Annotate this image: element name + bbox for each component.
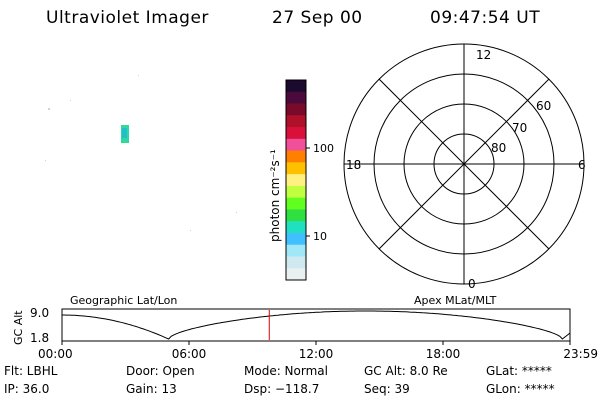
instrument-title: Ultraviolet Imager <box>46 8 209 28</box>
seq-info: Seq: 39 <box>364 382 410 396</box>
colorbar-segment <box>286 115 306 128</box>
aurora-patch-core <box>122 128 127 138</box>
colorbar-segment <box>286 162 306 175</box>
speck <box>236 212 237 213</box>
mode-info: Mode: Normal <box>244 364 328 378</box>
colorbar-segment <box>286 221 306 234</box>
colorbar-segment <box>286 80 306 93</box>
timeline-tick-label: 00:00 <box>38 347 73 361</box>
door-info: Door: Open <box>126 364 195 378</box>
lat-60-label: 60 <box>536 99 551 113</box>
lat-80-label: 80 <box>491 141 506 155</box>
gc-alt-low: 1.8 <box>30 331 49 345</box>
mlt-12-label: 12 <box>476 48 491 62</box>
gain-info: Gain: 13 <box>126 382 177 396</box>
gc-alt-high: 9.0 <box>30 306 49 320</box>
colorbar-segment <box>286 244 306 257</box>
speck <box>70 100 71 101</box>
mlt-0-label: 0 <box>468 277 476 291</box>
glat-info: GLat: ***** <box>486 364 552 378</box>
colorbar-frame <box>285 79 307 281</box>
filter-info: Flt: LBHL <box>4 364 58 378</box>
colorbar-segment <box>286 91 306 105</box>
colorbar-segment <box>286 127 306 140</box>
glon-info: GLon: ***** <box>486 382 555 396</box>
timeline-ticks: 00:00 06:00 12:00 18:00 23:59 <box>38 341 598 361</box>
geo-label: Geographic Lat/Lon <box>70 294 177 307</box>
timeline-tick-label: 06:00 <box>172 347 207 361</box>
colorbar-segment <box>286 197 306 210</box>
colorbar-tick-10: 10 <box>313 230 327 243</box>
gc-alt-axis-label: GC Alt <box>12 310 25 345</box>
colorbar-segment <box>286 103 306 116</box>
dsp-info: Dsp: −118.7 <box>244 382 320 396</box>
colorbar-segment <box>286 209 306 222</box>
timeline-tick-label: 12:00 <box>299 347 334 361</box>
polar-grid <box>343 43 585 285</box>
polar-diagonal <box>378 78 550 250</box>
ip-info: IP: 36.0 <box>4 382 50 396</box>
gc-alt-info: GC Alt: 8.0 Re <box>364 364 448 378</box>
altitude-curve <box>62 310 571 340</box>
lat-70-label: 70 <box>512 121 527 135</box>
speck <box>138 75 139 76</box>
colorbar-segment <box>286 268 306 281</box>
colorbar-segment <box>286 138 306 152</box>
colorbar <box>285 79 307 281</box>
colorbar-segment <box>286 185 306 199</box>
speck <box>48 108 50 110</box>
speck <box>190 230 191 231</box>
uv-image <box>45 75 237 231</box>
colorbar-segment <box>286 174 306 187</box>
timeline-tick-label: 23:59 <box>563 347 598 361</box>
colorbar-segment <box>286 232 306 246</box>
apex-label: Apex MLat/MLT <box>414 294 497 307</box>
mlt-18-label: 18 <box>346 158 361 172</box>
speck <box>45 160 46 161</box>
colorbar-tick-100: 100 <box>313 142 334 155</box>
colorbar-label: photon cm⁻²s⁻¹ <box>268 149 282 242</box>
timeline-tick-label: 18:00 <box>426 347 461 361</box>
mlt-6-label: 6 <box>578 158 586 172</box>
date-label: 27 Sep 00 <box>272 8 363 28</box>
colorbar-segment <box>286 150 306 163</box>
timeline-frame <box>61 308 571 342</box>
colorbar-segment <box>286 256 306 269</box>
time-label: 09:47:54 UT <box>430 8 541 28</box>
